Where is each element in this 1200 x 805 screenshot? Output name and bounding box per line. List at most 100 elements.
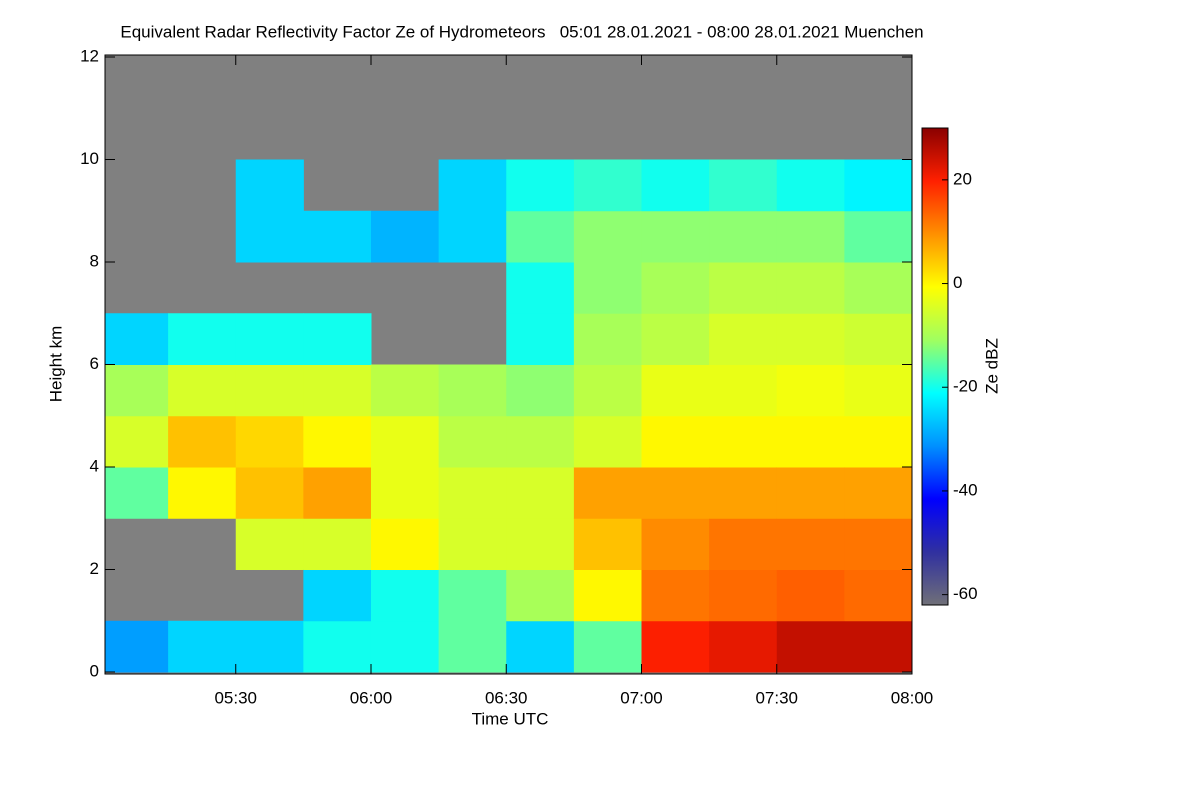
heatmap-cell: [235, 415, 304, 468]
heatmap-cell: [573, 313, 642, 365]
colorbar-label: Ze dBZ: [982, 338, 1001, 394]
heatmap-cell: [168, 313, 237, 365]
heatmap-cell: [438, 415, 507, 468]
heatmap-cell: [438, 620, 507, 673]
heatmap-cell: [303, 620, 372, 673]
heatmap-cell: [168, 620, 237, 673]
heatmap-cell: [844, 518, 913, 570]
heatmap-cell: [709, 620, 778, 673]
colorbar-tick-label: -20: [953, 377, 978, 396]
heatmap-cell: [844, 467, 913, 519]
heatmap-cell: [641, 518, 710, 570]
heatmap-cell: [506, 467, 575, 519]
heatmap-cell: [506, 210, 575, 263]
y-axis-label: Height km: [46, 326, 65, 403]
y-tick-label: 6: [90, 354, 99, 373]
colorbar-tick-label: -40: [953, 480, 978, 499]
y-tick-label: 12: [80, 46, 99, 65]
heatmap-cell: [844, 313, 913, 365]
heatmap-cell: [370, 518, 440, 570]
x-tick-label: 07:30: [755, 688, 798, 707]
heatmap-cell: [105, 467, 169, 519]
heatmap-cell: [776, 159, 845, 212]
heatmap-cell: [235, 620, 304, 673]
heatmap-cell: [844, 620, 913, 673]
heatmap-cell: [641, 467, 710, 519]
heatmap-cell: [844, 262, 913, 314]
heatmap-cell: [506, 313, 575, 365]
y-tick-label: 4: [90, 456, 99, 475]
heatmap-cell: [303, 415, 372, 468]
heatmap-cell: [506, 569, 575, 622]
heatmap-cell: [844, 569, 913, 622]
heatmap-cell: [370, 620, 440, 673]
heatmap-cell: [573, 159, 642, 212]
y-tick-label: 2: [90, 559, 99, 578]
heatmap-cell: [776, 313, 845, 365]
heatmap-cell: [776, 210, 845, 263]
heatmap-cell: [303, 313, 372, 365]
heatmap-cell: [844, 159, 913, 212]
heatmap-cell: [438, 518, 507, 570]
heatmap-cell: [641, 569, 710, 622]
heatmap-cell: [303, 467, 372, 519]
heatmap-cell: [776, 364, 845, 417]
heatmap-cell: [573, 210, 642, 263]
heatmap-cell: [573, 620, 642, 673]
heatmap-cell: [573, 364, 642, 417]
heatmap-cell: [709, 415, 778, 468]
heatmap-cell: [105, 415, 169, 468]
heatmap-cell: [506, 620, 575, 673]
heatmap-cell: [776, 620, 845, 673]
heatmap-cell: [370, 569, 440, 622]
heatmap-cell: [844, 210, 913, 263]
heatmap-cell: [573, 518, 642, 570]
x-tick-label: 06:30: [485, 688, 528, 707]
x-tick-label: 08:00: [891, 688, 934, 707]
heatmap-cell: [641, 210, 710, 263]
heatmap-cell: [168, 467, 237, 519]
heatmap-cell: [776, 569, 845, 622]
heatmap-cell: [709, 313, 778, 365]
colorbar-tick-label: 20: [953, 169, 972, 188]
heatmap-cell: [573, 415, 642, 468]
heatmap-cell: [506, 518, 575, 570]
heatmap-cell: [844, 364, 913, 417]
y-tick-label: 10: [80, 149, 99, 168]
x-tick-label: 05:30: [214, 688, 257, 707]
heatmap-cell: [105, 313, 169, 365]
heatmap-cell: [438, 569, 507, 622]
colorbar-tick-label: 0: [953, 273, 962, 292]
heatmap-cell: [438, 210, 507, 263]
heatmap-cell: [641, 262, 710, 314]
heatmap-cell: [370, 364, 440, 417]
heatmap-cell: [235, 210, 304, 263]
heatmap-cell: [641, 364, 710, 417]
colorbar-tick-label: -60: [953, 584, 978, 603]
heatmap-cell: [303, 364, 372, 417]
heatmap-cell: [235, 467, 304, 519]
heatmap-cell: [506, 364, 575, 417]
heatmap-cell: [303, 518, 372, 570]
heatmap-cell: [573, 569, 642, 622]
heatmap-cell: [776, 415, 845, 468]
heatmap-cell: [641, 620, 710, 673]
plot-area: [104, 54, 913, 675]
heatmap-cell: [235, 518, 304, 570]
heatmap-cell: [506, 262, 575, 314]
heatmap-cell: [573, 262, 642, 314]
heatmap-cell: [709, 210, 778, 263]
heatmap-cell: [235, 364, 304, 417]
heatmap-cell: [709, 364, 778, 417]
heatmap-cell: [370, 467, 440, 519]
heatmap-cell: [844, 415, 913, 468]
heatmap-cell: [370, 210, 440, 263]
heatmap-cell: [709, 159, 778, 212]
heatmap-cell: [641, 415, 710, 468]
heatmap-cell: [709, 518, 778, 570]
y-tick-label: 0: [90, 661, 99, 680]
heatmap-cell: [709, 467, 778, 519]
colorbar: [921, 127, 949, 606]
heatmap-cell: [776, 518, 845, 570]
